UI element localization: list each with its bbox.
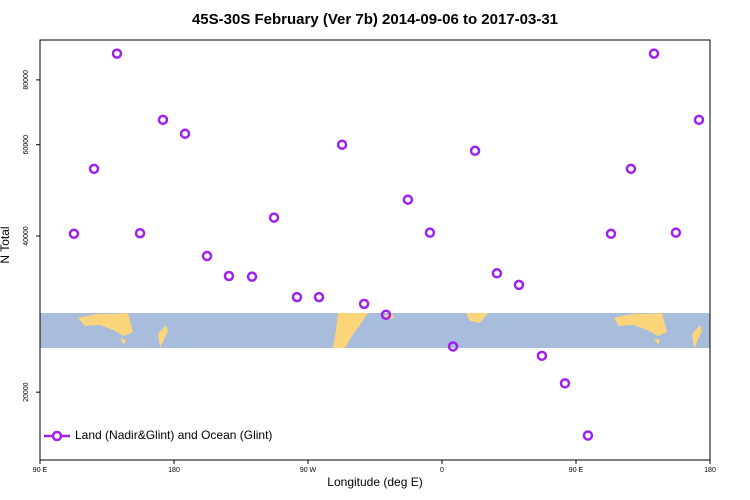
point	[88, 163, 100, 175]
point	[157, 114, 169, 126]
point	[491, 268, 503, 279]
y-tick-label: 20000	[23, 382, 30, 402]
point	[223, 270, 235, 282]
y-axis-label: N Total	[0, 226, 12, 263]
point	[582, 430, 594, 441]
legend-label: Land (Nadir&Glint) and Ocean (Glint)	[75, 428, 272, 442]
point	[291, 291, 303, 303]
chart-title: 45S-30S February (Ver 7b) 2014-09-06 to …	[192, 11, 558, 28]
point	[179, 128, 191, 139]
point	[605, 228, 617, 240]
x-tick-label: 90 W	[300, 467, 317, 474]
x-tick-label: 90 E	[569, 467, 584, 474]
point	[246, 271, 258, 282]
x-tick-label: 0	[440, 467, 444, 474]
point	[536, 350, 548, 362]
point	[358, 298, 370, 310]
point	[625, 163, 637, 175]
point	[424, 227, 436, 238]
y-tick-label: 60000	[23, 135, 30, 155]
x-tick-label: 90 E	[33, 467, 48, 474]
point	[68, 228, 80, 240]
point	[447, 341, 459, 352]
point	[648, 48, 660, 59]
point	[402, 194, 414, 205]
point	[313, 291, 325, 303]
point	[111, 48, 123, 59]
point	[693, 114, 705, 126]
x-axis-label: Longitude (deg E)	[327, 475, 422, 489]
point	[380, 309, 392, 321]
x-tick-label: 180	[704, 467, 716, 474]
point	[134, 227, 146, 239]
point	[513, 279, 525, 291]
x-tick-label: 180	[168, 467, 180, 474]
point	[469, 145, 481, 157]
legend-marker	[51, 430, 63, 442]
point	[559, 378, 571, 389]
map-strip	[40, 313, 710, 348]
point	[268, 212, 280, 223]
plot-frame	[39, 39, 711, 461]
point	[336, 139, 348, 150]
point	[670, 227, 682, 238]
y-tick-label: 80000	[23, 70, 30, 90]
point	[201, 250, 213, 262]
y-tick-label: 40000	[23, 226, 30, 246]
